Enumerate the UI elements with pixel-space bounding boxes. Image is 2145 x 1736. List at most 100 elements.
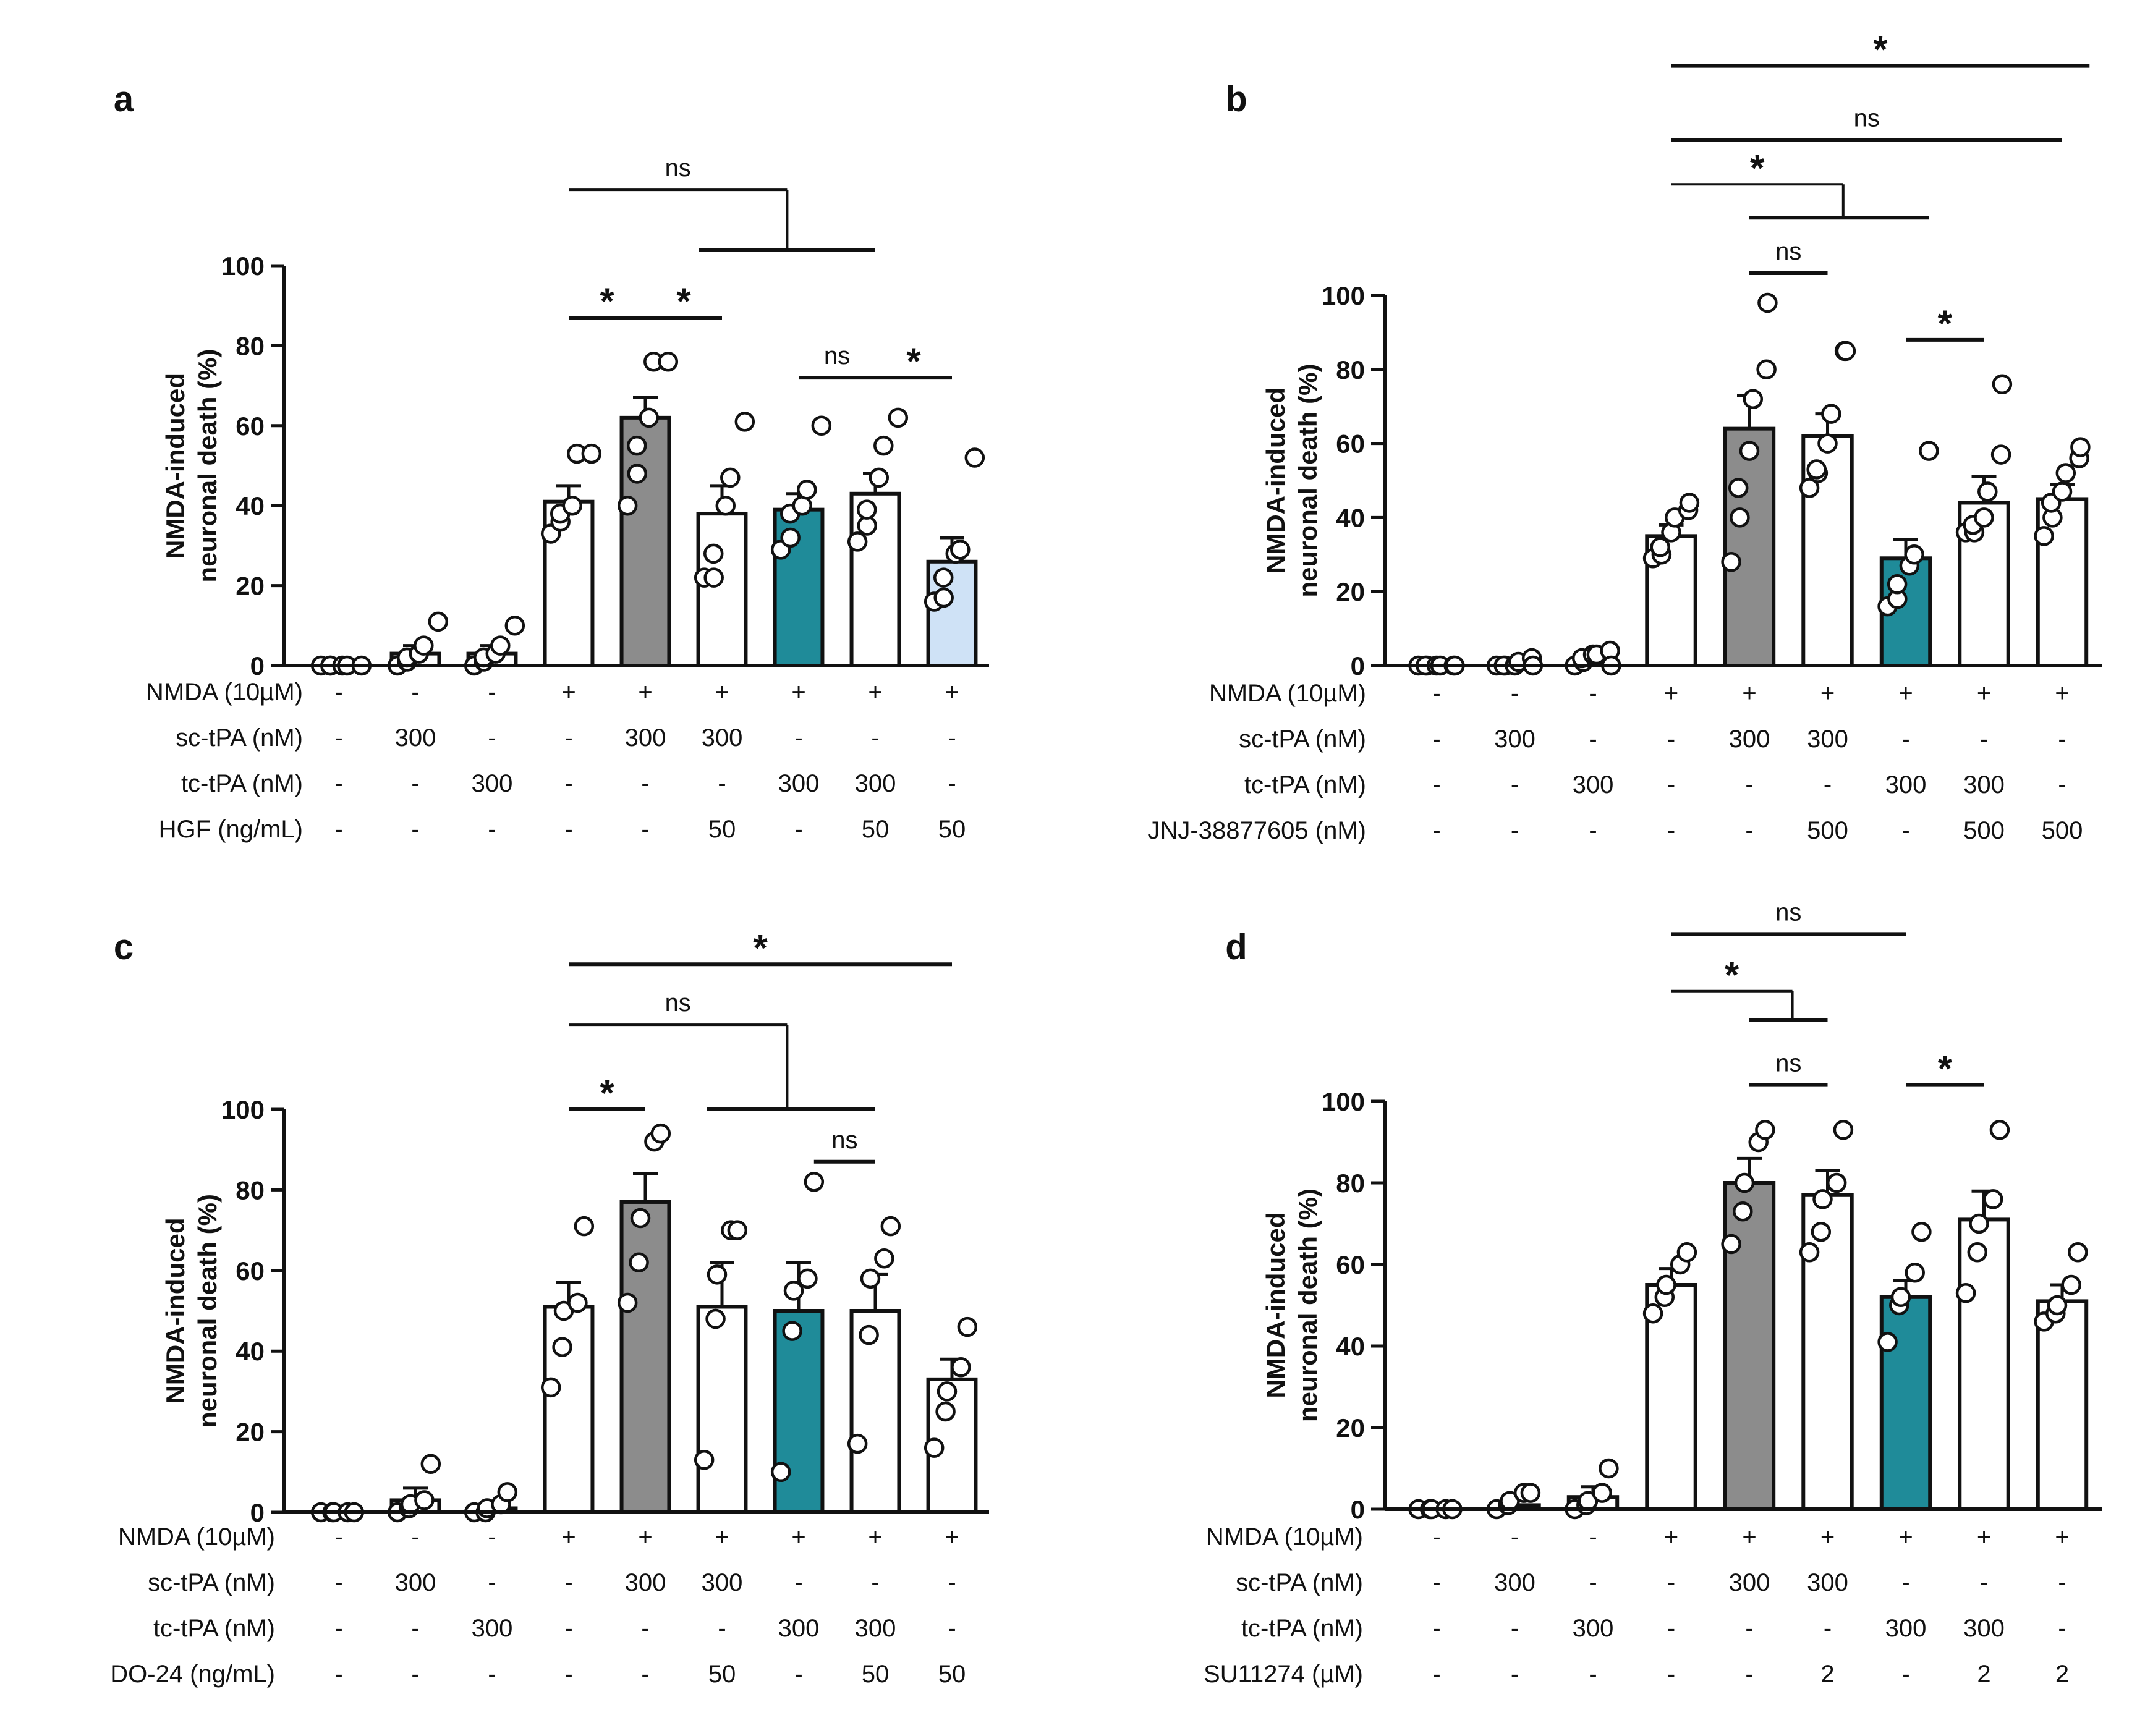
treatment-cell: - xyxy=(564,816,572,843)
data-point xyxy=(937,1381,958,1402)
y-tick-label: 60 xyxy=(1336,1250,1365,1279)
data-point xyxy=(951,1357,971,1378)
significance-label: ns xyxy=(1854,104,1880,132)
data-point xyxy=(933,587,954,608)
data-point xyxy=(1904,544,1924,565)
data-point xyxy=(780,527,801,548)
treatment-row-label: tc-tPA (nM) xyxy=(1241,1615,1363,1642)
data-point xyxy=(1982,1189,2003,1209)
treatment-cell: - xyxy=(1667,1661,1675,1688)
data-point xyxy=(617,1292,638,1313)
y-axis-label-line1: NMDA-induced xyxy=(161,1218,190,1404)
treatment-cell: - xyxy=(794,724,802,752)
y-tick-label: 20 xyxy=(1336,1413,1365,1442)
y-tick-label: 20 xyxy=(1336,577,1365,606)
treatment-cell: - xyxy=(718,770,726,797)
data-point xyxy=(1890,1287,1911,1308)
treatment-cell: - xyxy=(564,1569,572,1596)
bar xyxy=(2036,1299,2089,1511)
data-point xyxy=(707,1264,728,1285)
data-point xyxy=(581,443,602,464)
data-point xyxy=(933,567,954,588)
y-axis-label-line2: neuronal death (%) xyxy=(1293,363,1322,597)
treatment-cell: - xyxy=(1511,771,1519,798)
treatment-cell: - xyxy=(948,724,956,752)
treatment-cell: - xyxy=(1667,1569,1675,1596)
data-point xyxy=(1730,507,1750,528)
treatment-cell: - xyxy=(411,770,419,797)
treatment-cell: 300 xyxy=(1885,771,1927,798)
y-axis-label-line2: neuronal death (%) xyxy=(193,349,222,582)
data-point xyxy=(1969,1213,1989,1234)
data-point xyxy=(2034,526,2054,546)
significance-label: ns xyxy=(1775,238,1801,265)
treatment-cell: + xyxy=(945,679,959,706)
data-point xyxy=(797,1268,818,1289)
treatment-cell: 300 xyxy=(702,1569,743,1596)
treatment-cell: + xyxy=(1820,680,1835,707)
significance-label: ns xyxy=(1775,899,1801,926)
treatment-cell: - xyxy=(794,1569,802,1596)
treatment-cell: + xyxy=(1664,1523,1678,1551)
treatment-cell: - xyxy=(488,816,496,843)
significance-label: * xyxy=(600,281,614,322)
treatment-cell: 50 xyxy=(938,1661,966,1688)
data-point xyxy=(874,1248,894,1269)
data-point xyxy=(650,1123,671,1144)
treatment-cell: - xyxy=(564,770,572,797)
significance-label: ns xyxy=(831,1127,857,1154)
treatment-cell: 300 xyxy=(1729,1569,1770,1596)
treatment-cell: - xyxy=(641,1661,649,1688)
treatment-cell: 300 xyxy=(1573,771,1614,798)
data-point xyxy=(924,1437,945,1458)
panel-letter: a xyxy=(114,79,134,119)
data-point xyxy=(734,412,755,432)
data-point xyxy=(950,540,971,560)
treatment-cell: - xyxy=(1432,771,1440,798)
treatment-cell: - xyxy=(1432,817,1440,844)
treatment-cell: - xyxy=(2058,726,2066,753)
significance-label: ns xyxy=(824,342,850,370)
treatment-cell: + xyxy=(1664,680,1678,707)
treatment-cell: 50 xyxy=(862,1661,890,1688)
bar xyxy=(619,1200,671,1514)
y-tick-label: 20 xyxy=(236,1418,265,1447)
data-point xyxy=(617,495,638,516)
data-point xyxy=(935,1401,956,1422)
data-point xyxy=(1728,478,1749,498)
y-tick-label: 40 xyxy=(236,1337,265,1366)
y-tick-label: 100 xyxy=(1322,1087,1365,1116)
treatment-row-label: NMDA (10µM) xyxy=(118,1523,275,1551)
data-point xyxy=(1733,1201,1753,1222)
data-point xyxy=(1721,1234,1741,1255)
data-point xyxy=(1721,552,1741,572)
data-point xyxy=(1592,1483,1612,1503)
y-tick-label: 60 xyxy=(236,412,265,441)
treatment-cell: + xyxy=(2055,1523,2069,1551)
data-point xyxy=(1835,341,1856,362)
treatment-cell: 300 xyxy=(472,1615,513,1642)
treatment-row-label: tc-tPA (nM) xyxy=(1244,771,1366,798)
y-axis-label: NMDA-induced neuronal death (%) xyxy=(1261,363,1322,597)
y-tick-label: 20 xyxy=(236,572,265,601)
data-point xyxy=(1520,1483,1541,1503)
treatment-cell: 300 xyxy=(1963,771,2005,798)
treatment-cell: + xyxy=(1898,680,1913,707)
data-point xyxy=(1817,433,1838,454)
treatment-cell: - xyxy=(871,724,879,752)
treatment-cell: - xyxy=(948,1615,956,1642)
bar xyxy=(619,415,671,667)
data-point xyxy=(1799,1242,1820,1263)
treatment-cell: - xyxy=(334,1569,342,1596)
treatment-cell: 500 xyxy=(1963,817,2005,844)
treatment-cell: - xyxy=(1432,726,1440,753)
treatment-cell: - xyxy=(1589,726,1597,753)
y-tick-label: 60 xyxy=(236,1256,265,1285)
treatment-cell: - xyxy=(948,1569,956,1596)
treatment-cell: - xyxy=(1667,817,1675,844)
treatment-cell: - xyxy=(1667,1615,1675,1642)
y-tick-label: 0 xyxy=(1351,651,1365,680)
treatment-cell: - xyxy=(411,816,419,843)
treatment-cell: - xyxy=(488,1523,496,1551)
data-point xyxy=(1967,1242,1988,1263)
